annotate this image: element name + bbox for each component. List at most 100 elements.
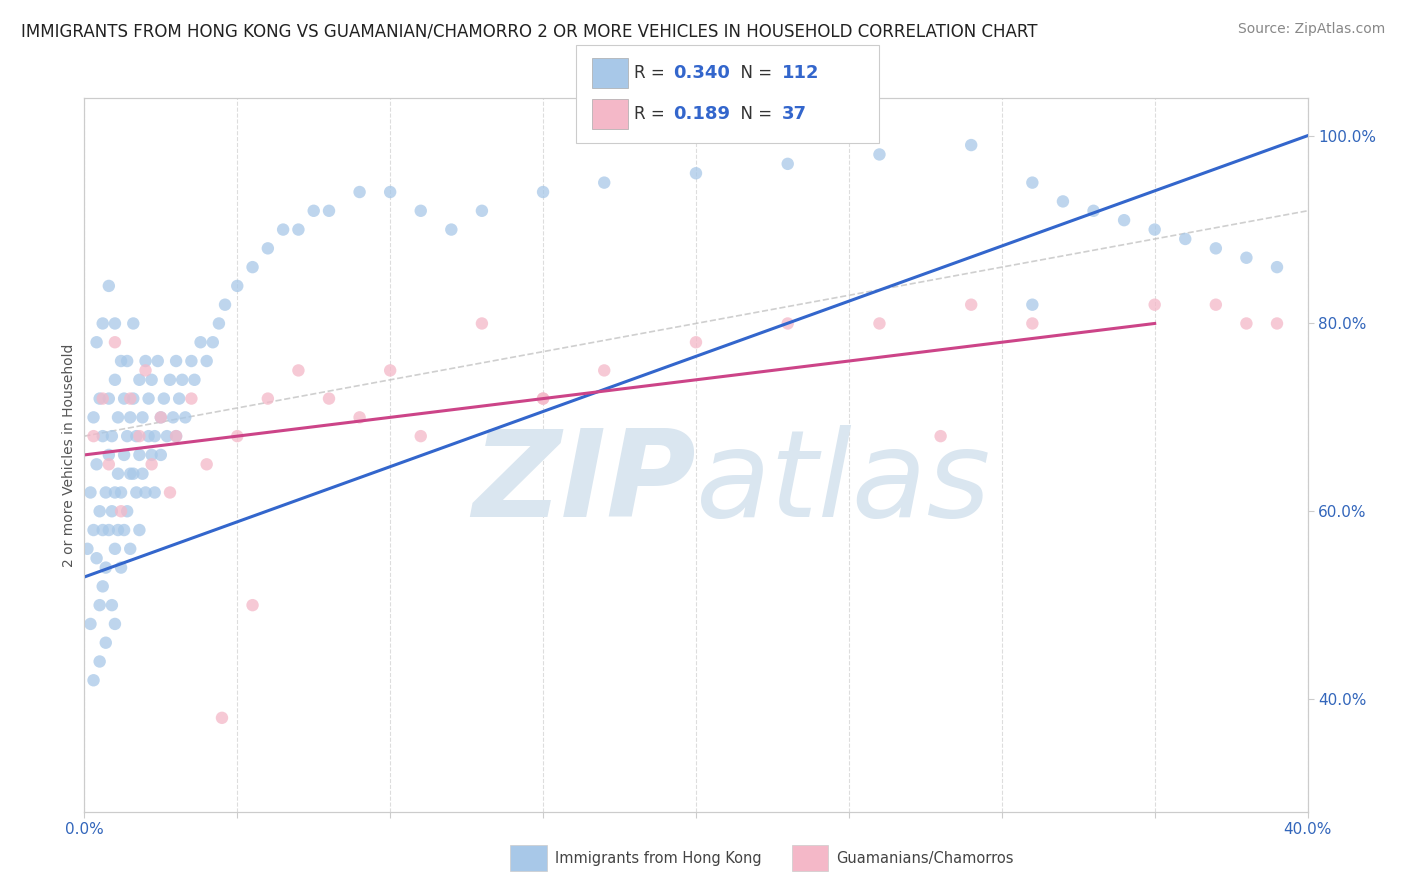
Point (1205, 241, 1227, 255)
Point (141, 458, 163, 472)
Point (101, 429, 124, 443)
Point (409, 429, 432, 443)
Point (141, 373, 163, 387)
Point (110, 354, 132, 368)
Point (128, 523, 150, 537)
Point (97, 448, 120, 462)
Point (91, 429, 114, 443)
Point (146, 354, 169, 368)
Point (180, 354, 202, 368)
Point (97, 392, 120, 406)
Point (960, 138, 983, 153)
Point (165, 429, 187, 443)
Point (409, 203, 432, 218)
Point (1021, 176, 1043, 190)
Text: atlas: atlas (696, 425, 991, 542)
Point (257, 241, 280, 255)
Point (141, 448, 163, 462)
Point (174, 410, 197, 425)
Point (135, 354, 157, 368)
Point (91, 392, 114, 406)
Point (149, 410, 172, 425)
Point (929, 429, 952, 443)
Point (149, 410, 172, 425)
Point (143, 485, 166, 500)
Point (101, 504, 124, 518)
Point (1021, 317, 1043, 331)
Text: 112: 112 (782, 64, 820, 82)
Point (131, 467, 153, 481)
Point (380, 363, 402, 377)
Point (83, 429, 105, 443)
Point (120, 392, 142, 406)
Point (101, 598, 124, 612)
Point (257, 392, 280, 406)
Point (531, 185, 554, 199)
Point (120, 541, 142, 556)
Point (94, 560, 117, 574)
Point (776, 157, 799, 171)
Point (211, 711, 233, 725)
Point (242, 598, 264, 612)
Point (153, 392, 176, 406)
Point (380, 185, 402, 199)
Point (110, 504, 132, 518)
Point (76, 541, 98, 556)
Point (91, 579, 114, 593)
Point (97, 458, 120, 472)
Text: Immigrants from Hong Kong: Immigrants from Hong Kong (555, 851, 762, 865)
Text: 37: 37 (782, 105, 807, 123)
Text: N =: N = (730, 105, 778, 123)
Point (135, 363, 157, 377)
Point (302, 203, 325, 218)
Point (318, 203, 340, 218)
Point (318, 392, 340, 406)
Point (110, 560, 132, 574)
Point (79, 616, 101, 631)
Point (1143, 222, 1166, 236)
Point (287, 222, 309, 236)
Point (685, 166, 707, 180)
Point (1143, 298, 1166, 312)
Point (86, 335, 108, 350)
Point (97, 279, 120, 293)
Point (86, 551, 108, 566)
Point (1083, 203, 1105, 218)
Point (143, 429, 166, 443)
Point (165, 354, 187, 368)
Text: N =: N = (730, 64, 778, 82)
Point (110, 485, 132, 500)
Point (89, 504, 111, 518)
Text: IMMIGRANTS FROM HONG KONG VS GUAMANIAN/CHAMORRO 2 OR MORE VEHICLES IN HOUSEHOLD : IMMIGRANTS FROM HONG KONG VS GUAMANIAN/C… (21, 22, 1038, 40)
Point (183, 373, 205, 387)
Point (165, 429, 187, 443)
Point (131, 410, 153, 425)
Point (128, 373, 150, 387)
Point (201, 335, 224, 350)
Point (159, 373, 181, 387)
Point (128, 429, 150, 443)
Point (83, 523, 105, 537)
Point (135, 485, 157, 500)
Point (89, 598, 111, 612)
Point (1265, 260, 1288, 274)
Point (869, 317, 891, 331)
Point (776, 317, 799, 331)
Point (1205, 298, 1227, 312)
Point (195, 354, 218, 368)
Point (440, 222, 463, 236)
Y-axis label: 2 or more Vehicles in Household: 2 or more Vehicles in Household (62, 343, 76, 566)
Point (1021, 298, 1043, 312)
Point (349, 185, 371, 199)
Point (112, 448, 135, 462)
Point (79, 485, 101, 500)
Point (104, 541, 127, 556)
Point (91, 317, 114, 331)
Point (104, 616, 127, 631)
Point (1114, 213, 1136, 227)
Point (128, 448, 150, 462)
Point (97, 523, 120, 537)
Point (91, 523, 114, 537)
Point (593, 363, 616, 377)
Text: R =: R = (634, 64, 671, 82)
